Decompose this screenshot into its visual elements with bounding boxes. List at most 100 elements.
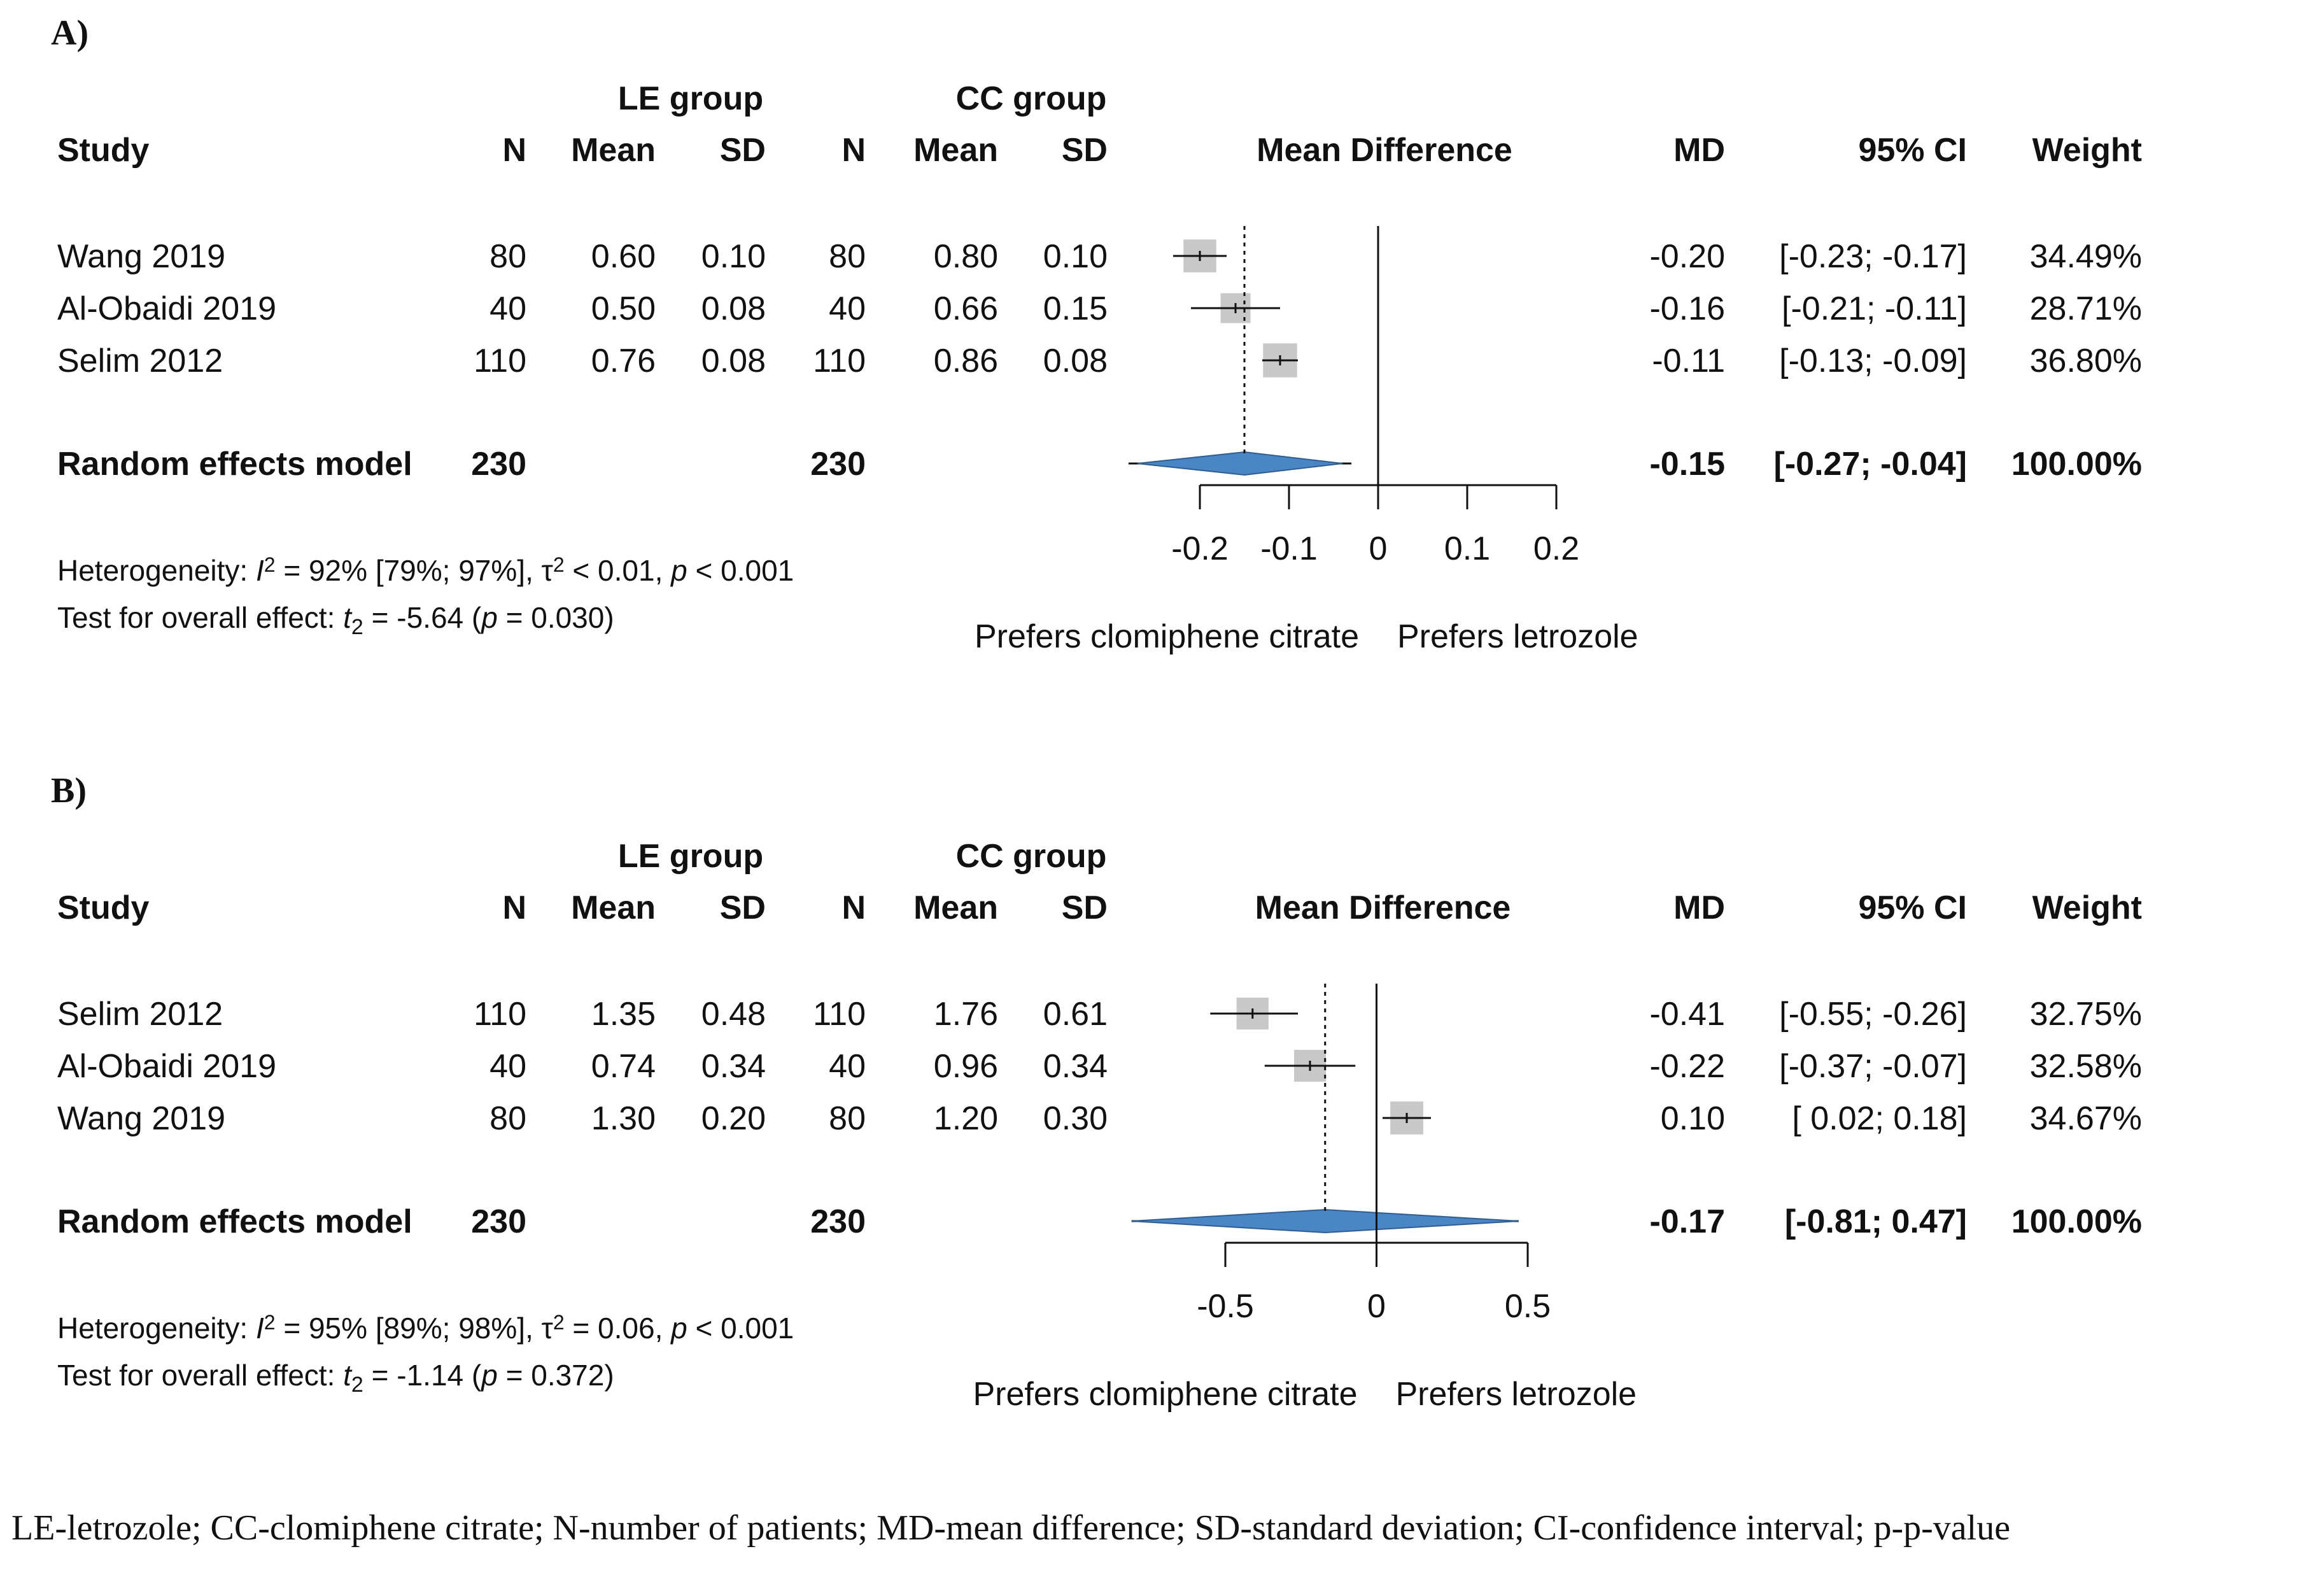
le-sd-value: 0.08 — [701, 290, 766, 327]
le-sd-value: 0.48 — [701, 996, 766, 1033]
le-n-value: 40 — [489, 290, 526, 327]
overall-effect-text-part: p — [480, 1359, 498, 1392]
weight-value: 32.75% — [2030, 996, 2142, 1033]
le-n-value: 110 — [474, 996, 526, 1033]
heterogeneity-text-part: < 0.001 — [687, 1312, 794, 1345]
heterogeneity-text: Heterogeneity: I2 = 92% [79%; 97%], τ2 <… — [57, 553, 794, 587]
cc-group-header: CC group — [956, 838, 1107, 875]
cc-mean-value: 0.96 — [934, 1048, 998, 1085]
cc-n-value: 80 — [829, 238, 866, 275]
md-value: -0.22 — [1649, 1048, 1725, 1085]
study-name: Selim 2012 — [57, 343, 223, 379]
cc-n-value: 40 — [829, 290, 866, 327]
study-name: Wang 2019 — [57, 238, 225, 275]
le-mean-value: 0.76 — [591, 343, 656, 379]
overall-effect-text-part: = -1.14 ( — [363, 1359, 482, 1392]
overall-effect-text-part: 2 — [351, 1373, 363, 1397]
cc-mean-value: 0.80 — [934, 238, 998, 275]
summary-md: -0.17 — [1649, 1203, 1725, 1240]
overall-effect-text-part: p — [480, 601, 498, 634]
summary-label: Random effects model — [57, 446, 412, 483]
x-axis-tick-label: 0.1 — [1444, 530, 1490, 567]
cc-sd-value: 0.30 — [1043, 1100, 1108, 1137]
study-name: Wang 2019 — [57, 1100, 225, 1137]
column-header-n: N — [842, 889, 866, 926]
md-value: -0.20 — [1649, 238, 1725, 275]
study-name: Al-Obaidi 2019 — [57, 290, 276, 327]
weight-value: 36.80% — [2030, 343, 2142, 379]
le-mean-value: 1.35 — [591, 996, 656, 1033]
overall-effect-text-part: t — [343, 601, 353, 634]
column-header-n: N — [502, 132, 526, 169]
column-header-md: MD — [1673, 132, 1725, 169]
overall-effect-text-part: = 0.030) — [498, 601, 614, 634]
column-header-sd: SD — [720, 132, 766, 169]
heterogeneity-text-part: 2 — [553, 1311, 565, 1334]
x-axis-tick-label: 0 — [1367, 1288, 1386, 1325]
cc-mean-value: 1.76 — [934, 996, 998, 1033]
cc-mean-value: 0.66 — [934, 290, 998, 327]
le-n-value: 80 — [489, 1100, 526, 1137]
cc-sd-value: 0.15 — [1043, 290, 1108, 327]
direction-label-left: Prefers clomiphene citrate — [975, 618, 1359, 655]
le-sd-value: 0.34 — [701, 1048, 766, 1085]
weight-value: 34.49% — [2030, 238, 2142, 275]
cc-sd-value: 0.08 — [1043, 343, 1108, 379]
summary-diamond — [1131, 1208, 1519, 1234]
summary-le-n: 230 — [471, 446, 526, 483]
column-header-95ci: 95% CI — [1858, 132, 1967, 169]
weight-value: 32.58% — [2030, 1048, 2142, 1085]
heterogeneity-text-part: Heterogeneity: — [57, 554, 256, 587]
heterogeneity-text-part: p — [670, 554, 687, 587]
le-n-value: 110 — [474, 343, 526, 379]
panel-label: A) — [51, 13, 88, 53]
ci-value: [-0.23; -0.17] — [1779, 238, 1967, 275]
le-mean-value: 0.50 — [591, 290, 656, 327]
column-header-mean: Mean — [571, 889, 656, 926]
cc-n-value: 40 — [829, 1048, 866, 1085]
heterogeneity-text-part: = 0.06, — [565, 1312, 672, 1345]
x-axis-tick-label: 0.5 — [1505, 1288, 1551, 1325]
heterogeneity-text: Heterogeneity: I2 = 95% [89%; 98%], τ2 =… — [57, 1311, 794, 1345]
summary-ci: [-0.81; 0.47] — [1785, 1203, 1967, 1240]
le-mean-value: 1.30 — [591, 1100, 656, 1137]
column-header-n: N — [502, 889, 526, 926]
column-header-mean-difference: Mean Difference — [1257, 132, 1512, 169]
md-value: -0.16 — [1649, 290, 1725, 327]
heterogeneity-text-part: = 92% [79%; 97%], — [276, 554, 542, 587]
heterogeneity-text-part: 2 — [264, 553, 276, 576]
column-header-sd: SD — [1062, 132, 1108, 169]
cc-n-value: 110 — [813, 343, 866, 379]
x-axis-tick-label: -0.5 — [1197, 1288, 1254, 1325]
heterogeneity-text-part: 2 — [264, 1311, 276, 1334]
ci-value: [-0.37; -0.07] — [1779, 1048, 1967, 1085]
cc-sd-value: 0.10 — [1043, 238, 1108, 275]
direction-label-right: Prefers letrozole — [1397, 618, 1638, 655]
le-sd-value: 0.08 — [701, 343, 766, 379]
ci-value: [-0.13; -0.09] — [1779, 343, 1967, 379]
md-value: -0.41 — [1649, 996, 1725, 1033]
le-group-header: LE group — [618, 838, 763, 875]
x-axis-tick-label: 0.2 — [1533, 530, 1579, 567]
weight-value: 28.71% — [2030, 290, 2142, 327]
cc-sd-value: 0.34 — [1043, 1048, 1108, 1085]
overall-effect-text-part: Test for overall effect: — [57, 1359, 343, 1392]
column-header-md: MD — [1673, 889, 1725, 926]
cc-mean-value: 0.86 — [934, 343, 998, 379]
summary-weight: 100.00% — [2011, 1203, 2142, 1240]
md-value: -0.11 — [1652, 343, 1725, 379]
figure-footnote: LE-letrozole; CC-clomiphene citrate; N-n… — [11, 1508, 2011, 1548]
summary-diamond — [1137, 451, 1343, 476]
column-header-95ci: 95% CI — [1858, 889, 1967, 926]
le-group-header: LE group — [618, 80, 763, 117]
summary-md: -0.15 — [1649, 446, 1725, 483]
column-header-study: Study — [57, 889, 150, 926]
column-header-n: N — [842, 132, 866, 169]
heterogeneity-text-part: Heterogeneity: — [57, 1312, 256, 1345]
column-header-mean: Mean — [913, 889, 998, 926]
le-mean-value: 0.60 — [591, 238, 656, 275]
weight-value: 34.67% — [2030, 1100, 2142, 1137]
overall-effect-text: Test for overall effect: t2 = -5.64 (p =… — [57, 601, 614, 639]
overall-effect-text-part: 2 — [351, 615, 363, 639]
